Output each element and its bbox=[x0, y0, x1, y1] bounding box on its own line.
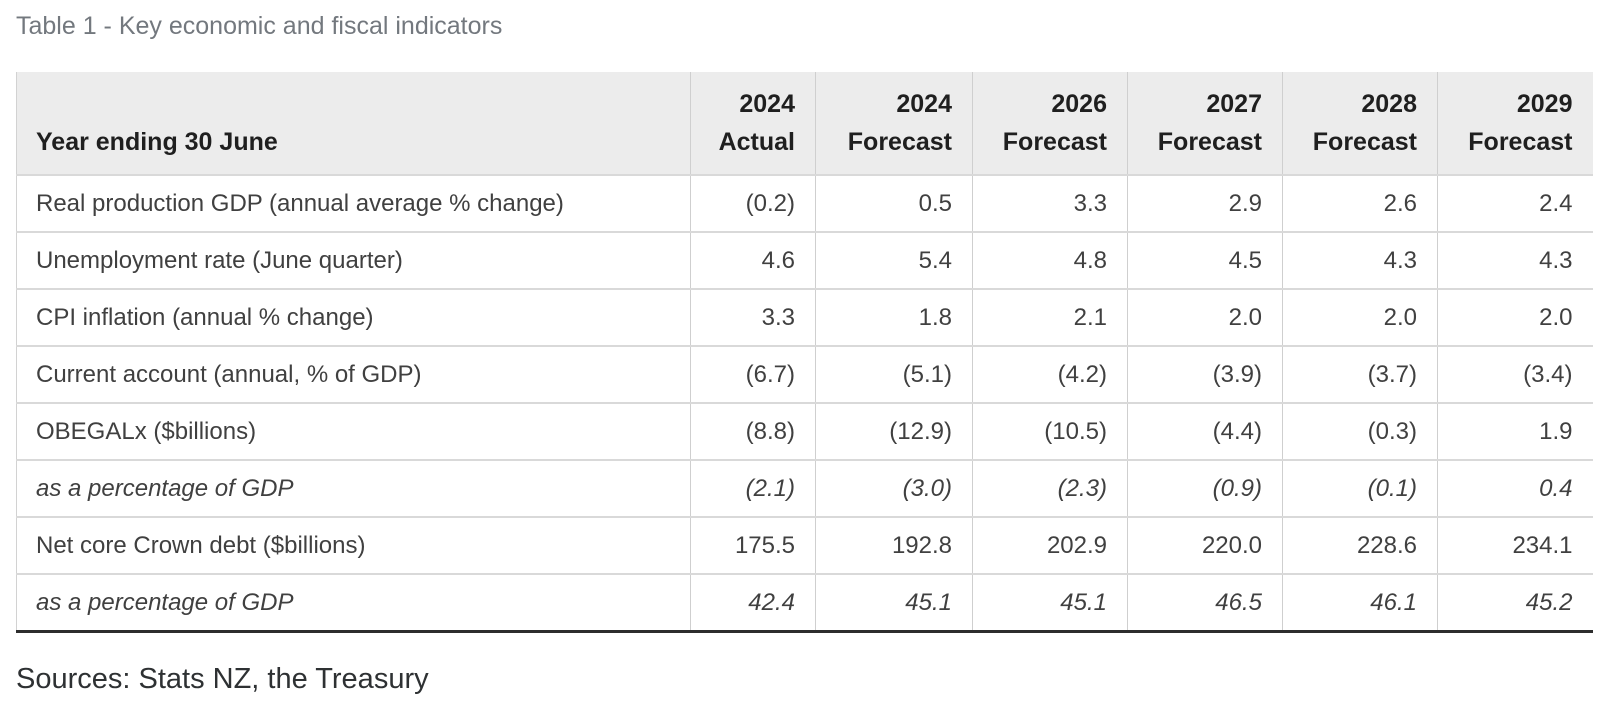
header-year: 2027 bbox=[1206, 90, 1262, 118]
header-type: Forecast bbox=[1312, 128, 1417, 156]
row-value: (4.2) bbox=[972, 345, 1128, 403]
row-value: (3.7) bbox=[1282, 345, 1438, 403]
row-value: (8.8) bbox=[690, 402, 816, 460]
header-year: 2026 bbox=[1051, 90, 1107, 118]
row-value: (3.0) bbox=[815, 459, 973, 517]
row-value: (0.1) bbox=[1282, 459, 1438, 517]
row-value: (3.4) bbox=[1437, 345, 1593, 403]
row-value: 2.0 bbox=[1437, 288, 1593, 346]
header-col-2026-forecast: 2026 Forecast bbox=[972, 72, 1128, 175]
row-label: Real production GDP (annual average % ch… bbox=[16, 174, 691, 232]
row-value: (12.9) bbox=[815, 402, 973, 460]
table-row: as a percentage of GDP (2.1) (3.0) (2.3) (0.… bbox=[16, 459, 1593, 517]
row-value: 46.1 bbox=[1282, 573, 1438, 632]
header-type: Actual bbox=[718, 128, 795, 156]
header-col-2028-forecast: 2028 Forecast bbox=[1282, 72, 1438, 175]
row-value: 3.3 bbox=[972, 174, 1128, 232]
sources-line: Sources: Stats NZ, the Treasury bbox=[16, 663, 429, 695]
indicators-table: Year ending 30 June 2024 Actual 2024 For… bbox=[16, 72, 1593, 633]
row-value: 2.6 bbox=[1282, 174, 1438, 232]
row-label: as a percentage of GDP bbox=[16, 573, 691, 632]
row-value: 202.9 bbox=[972, 516, 1128, 574]
row-value: 2.9 bbox=[1127, 174, 1283, 232]
row-value: (5.1) bbox=[815, 345, 973, 403]
row-value: (2.3) bbox=[972, 459, 1128, 517]
header-year: 2024 bbox=[896, 90, 952, 118]
row-label: as a percentage of GDP bbox=[16, 459, 691, 517]
row-value: 234.1 bbox=[1437, 516, 1593, 574]
header-row: Year ending 30 June 2024 Actual 2024 For… bbox=[16, 72, 1593, 175]
row-value: 42.4 bbox=[690, 573, 816, 632]
row-value: 5.4 bbox=[815, 231, 973, 289]
row-value: 0.4 bbox=[1437, 459, 1593, 517]
row-value: 2.0 bbox=[1127, 288, 1283, 346]
row-value: 2.0 bbox=[1282, 288, 1438, 346]
table-row: Real production GDP (annual average % ch… bbox=[16, 174, 1593, 232]
header-col-2027-forecast: 2027 Forecast bbox=[1127, 72, 1283, 175]
header-col-2029-forecast: 2029 Forecast bbox=[1437, 72, 1593, 175]
header-type: Forecast bbox=[1468, 128, 1573, 156]
row-value: 4.6 bbox=[690, 231, 816, 289]
table-title: Table 1 - Key economic and fiscal indica… bbox=[16, 12, 503, 40]
row-value: (0.2) bbox=[690, 174, 816, 232]
table-row: CPI inflation (annual % change) 3.3 1.8 2.1… bbox=[16, 288, 1593, 346]
row-value: 192.8 bbox=[815, 516, 973, 574]
row-value: 1.8 bbox=[815, 288, 973, 346]
table-body: Real production GDP (annual average % ch… bbox=[16, 174, 1593, 632]
row-value: 175.5 bbox=[690, 516, 816, 574]
row-label: Unemployment rate (June quarter) bbox=[16, 231, 691, 289]
row-value: 45.1 bbox=[972, 573, 1128, 632]
table-header: Year ending 30 June 2024 Actual 2024 For… bbox=[16, 72, 1593, 175]
header-type: Forecast bbox=[847, 128, 952, 156]
table-row: OBEGALx ($billions) (8.8) (12.9) (10.5) (4.4… bbox=[16, 402, 1593, 460]
row-value: 228.6 bbox=[1282, 516, 1438, 574]
row-value: (0.9) bbox=[1127, 459, 1283, 517]
row-label: CPI inflation (annual % change) bbox=[16, 288, 691, 346]
row-label: OBEGALx ($billions) bbox=[16, 402, 691, 460]
header-col-2024-actual: 2024 Actual bbox=[690, 72, 816, 175]
table-row: as a percentage of GDP 42.4 45.1 45.1 46.5 46… bbox=[16, 573, 1593, 632]
header-year: 2024 bbox=[739, 90, 795, 118]
table-row: Unemployment rate (June quarter) 4.6 5.4 4.… bbox=[16, 231, 1593, 289]
row-value: (3.9) bbox=[1127, 345, 1283, 403]
row-label: Current account (annual, % of GDP) bbox=[16, 345, 691, 403]
row-value: 4.3 bbox=[1282, 231, 1438, 289]
row-value: 4.5 bbox=[1127, 231, 1283, 289]
header-type: Forecast bbox=[1002, 128, 1107, 156]
row-value: (4.4) bbox=[1127, 402, 1283, 460]
row-value: 220.0 bbox=[1127, 516, 1283, 574]
row-value: (0.3) bbox=[1282, 402, 1438, 460]
row-value: (6.7) bbox=[690, 345, 816, 403]
header-year: 2029 bbox=[1516, 90, 1573, 118]
row-value: 2.1 bbox=[972, 288, 1128, 346]
row-value: 2.4 bbox=[1437, 174, 1593, 232]
header-col-2024-forecast: 2024 Forecast bbox=[815, 72, 973, 175]
row-value: 45.1 bbox=[815, 573, 973, 632]
row-value: 1.9 bbox=[1437, 402, 1593, 460]
header-year-ending: Year ending 30 June bbox=[16, 72, 691, 175]
row-label: Net core Crown debt ($billions) bbox=[16, 516, 691, 574]
row-value: 3.3 bbox=[690, 288, 816, 346]
row-value: (2.1) bbox=[690, 459, 816, 517]
row-value: 45.2 bbox=[1437, 573, 1593, 632]
table-row: Current account (annual, % of GDP) (6.7)(… bbox=[16, 345, 1593, 403]
header-year: 2028 bbox=[1361, 90, 1417, 118]
table-row: Net core Crown debt ($billions) 175.5 192.… bbox=[16, 516, 1593, 574]
row-value: 4.8 bbox=[972, 231, 1128, 289]
row-value: 46.5 bbox=[1127, 573, 1283, 632]
row-value: 4.3 bbox=[1437, 231, 1593, 289]
row-value: (10.5) bbox=[972, 402, 1128, 460]
header-type: Forecast bbox=[1157, 128, 1262, 156]
row-value: 0.5 bbox=[815, 174, 973, 232]
